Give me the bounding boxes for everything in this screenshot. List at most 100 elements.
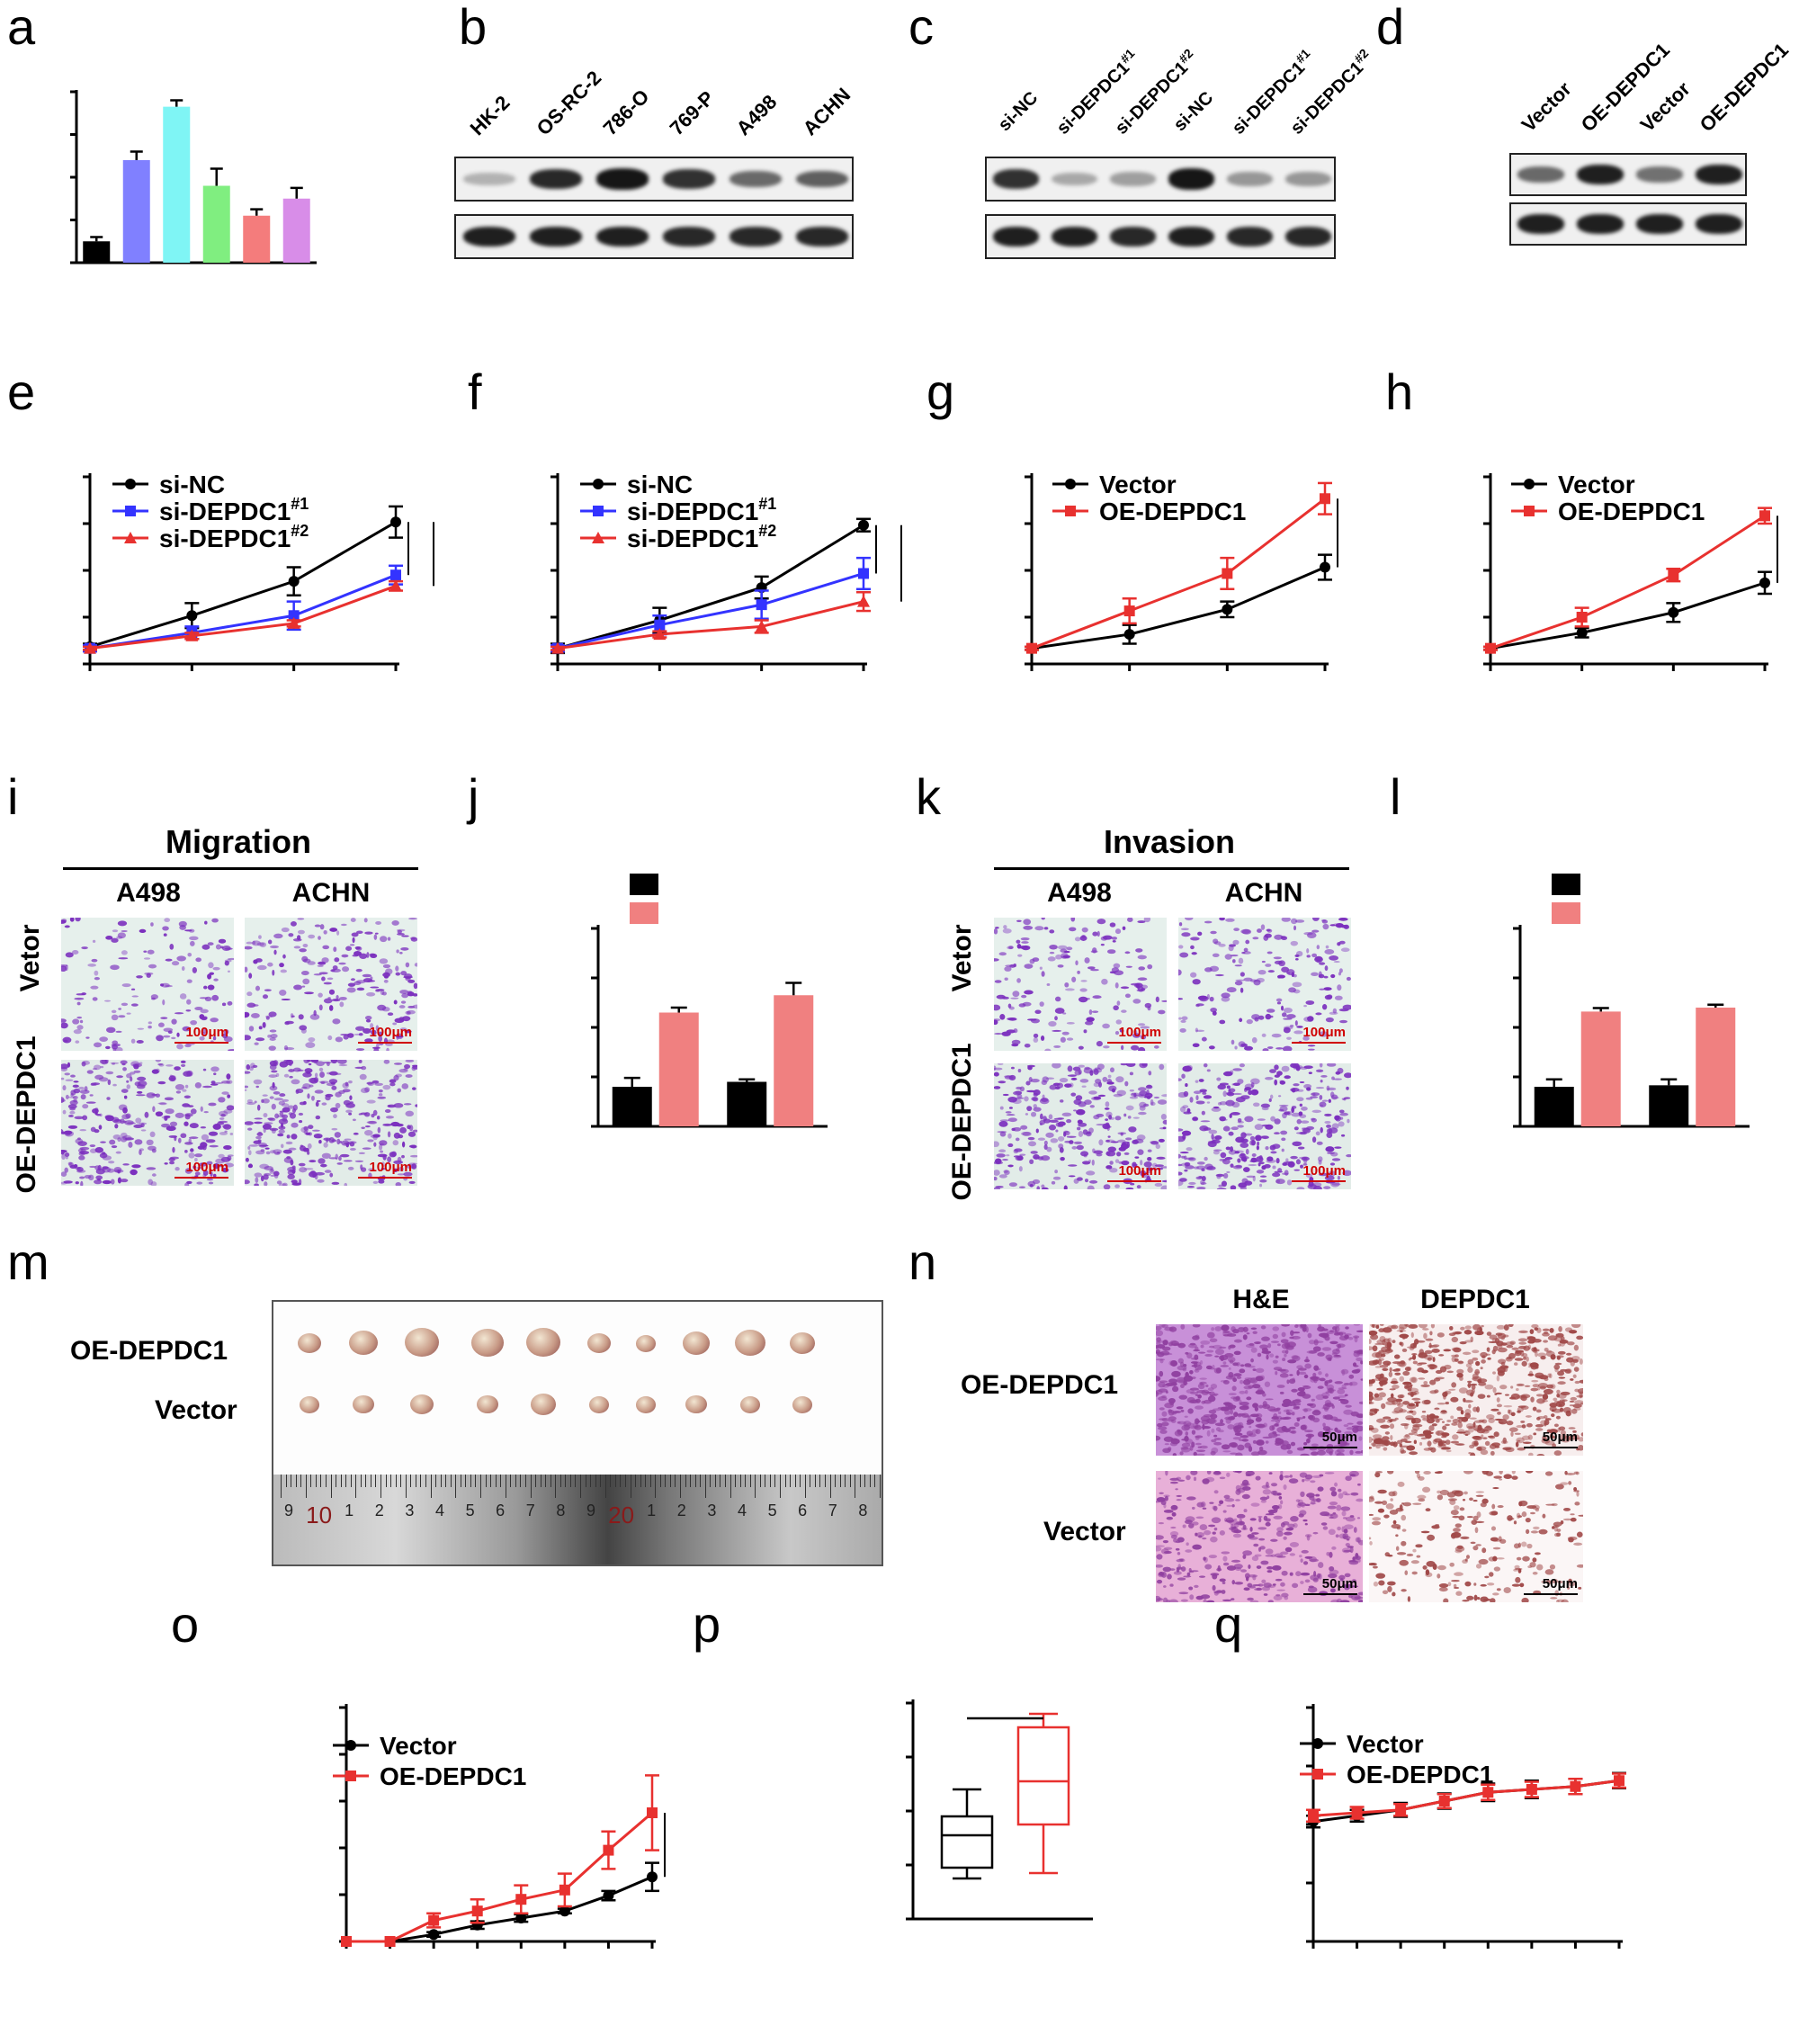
cell: [1423, 1354, 1434, 1360]
cell: [371, 1080, 380, 1084]
cell: [1536, 1454, 1545, 1456]
cell: [346, 987, 356, 993]
cell: [1380, 1353, 1386, 1358]
band: [1285, 172, 1331, 186]
cell: [342, 966, 350, 973]
cell: [1306, 1087, 1311, 1091]
cell: [1353, 1365, 1359, 1367]
cell: [302, 1083, 311, 1089]
cell: [1213, 1591, 1222, 1594]
cell: [1160, 1166, 1167, 1169]
cell: [1261, 1586, 1271, 1591]
cell: [118, 1104, 128, 1111]
cell: [163, 1035, 171, 1038]
cell: [1258, 1162, 1261, 1167]
ruler-tick: [375, 1475, 377, 1487]
cell: [412, 1004, 417, 1009]
cell: [1319, 1474, 1324, 1477]
cell: [338, 962, 346, 965]
cell: [1476, 1511, 1481, 1518]
cell: [1410, 1429, 1419, 1434]
cell: [90, 985, 99, 990]
cell: [1232, 939, 1240, 946]
cell: [1206, 1331, 1215, 1339]
data-point: [857, 595, 870, 607]
cell: [1490, 1598, 1496, 1602]
ruler-tick: [420, 1475, 422, 1487]
cell: [110, 964, 120, 971]
ruler-tick: [610, 1475, 612, 1487]
data-point: [1222, 604, 1233, 615]
cell: [1444, 1390, 1452, 1394]
cell: [1292, 1582, 1299, 1589]
cell: [1007, 1143, 1014, 1148]
chart-l: [1513, 874, 1750, 1128]
cell: [92, 1068, 98, 1071]
cell: [202, 1173, 207, 1178]
cell: [1266, 1350, 1270, 1357]
cell: [1116, 1089, 1126, 1097]
cell: [1296, 1365, 1303, 1369]
cell: [328, 989, 336, 995]
legend-label-0: si-NC: [159, 471, 225, 498]
cell: [1193, 1451, 1197, 1456]
cell: [1250, 1089, 1259, 1096]
cell: [164, 1097, 175, 1101]
cell: [1219, 1529, 1225, 1536]
cell: [1178, 922, 1183, 927]
cell: [90, 1082, 96, 1087]
cell: [1188, 1586, 1194, 1591]
cell: [1308, 1414, 1314, 1420]
cell: [1535, 1350, 1538, 1358]
cell: [1536, 1416, 1541, 1421]
micrograph: 100μm: [1178, 918, 1351, 1051]
cell: [1352, 1426, 1359, 1433]
cell: [1411, 1397, 1421, 1401]
cell: [269, 1169, 275, 1174]
band: [1168, 168, 1214, 190]
cell: [1429, 1364, 1438, 1369]
cell: [1295, 1132, 1306, 1134]
cell: [1472, 1349, 1480, 1354]
cell: [1374, 1342, 1384, 1346]
legend-marker: [345, 1740, 356, 1751]
cell: [1351, 1579, 1357, 1583]
cell: [1274, 1553, 1284, 1558]
cell: [1158, 1138, 1165, 1143]
cell: [358, 1152, 366, 1154]
cell: [183, 1071, 192, 1077]
cell: [1040, 1113, 1043, 1120]
cell: [293, 984, 303, 991]
panel-label-k: k: [916, 768, 941, 825]
cell: [1190, 972, 1197, 978]
ruler-tick: [555, 1475, 557, 1498]
cell: [1195, 1516, 1204, 1520]
cell: [1530, 1387, 1538, 1392]
cell: [1150, 1141, 1159, 1145]
cell: [1386, 1363, 1390, 1367]
cell: [1016, 919, 1022, 922]
cell: [1015, 1137, 1020, 1142]
cell: [1138, 1046, 1146, 1051]
cell: [1302, 1385, 1311, 1390]
data-point: [1320, 561, 1330, 573]
cell: [1177, 1479, 1186, 1482]
cell: [134, 1139, 143, 1145]
cell: [1422, 1430, 1432, 1436]
cell: [72, 1018, 80, 1025]
ruler-tick: [320, 1475, 322, 1487]
cell: [80, 1180, 84, 1186]
cell: [1356, 1357, 1363, 1362]
cell: [1242, 1334, 1248, 1340]
cell: [1252, 1574, 1257, 1581]
cell: [1212, 1531, 1216, 1535]
cell: [370, 976, 373, 980]
cell: [1201, 1419, 1210, 1425]
cell: [1198, 995, 1209, 1002]
ruler-tick: [824, 1475, 826, 1487]
cell: [1186, 1422, 1194, 1426]
cell: [269, 1150, 276, 1154]
cell: [121, 1002, 129, 1007]
cell: [1214, 1355, 1220, 1358]
scale-bar: [1107, 1180, 1161, 1182]
